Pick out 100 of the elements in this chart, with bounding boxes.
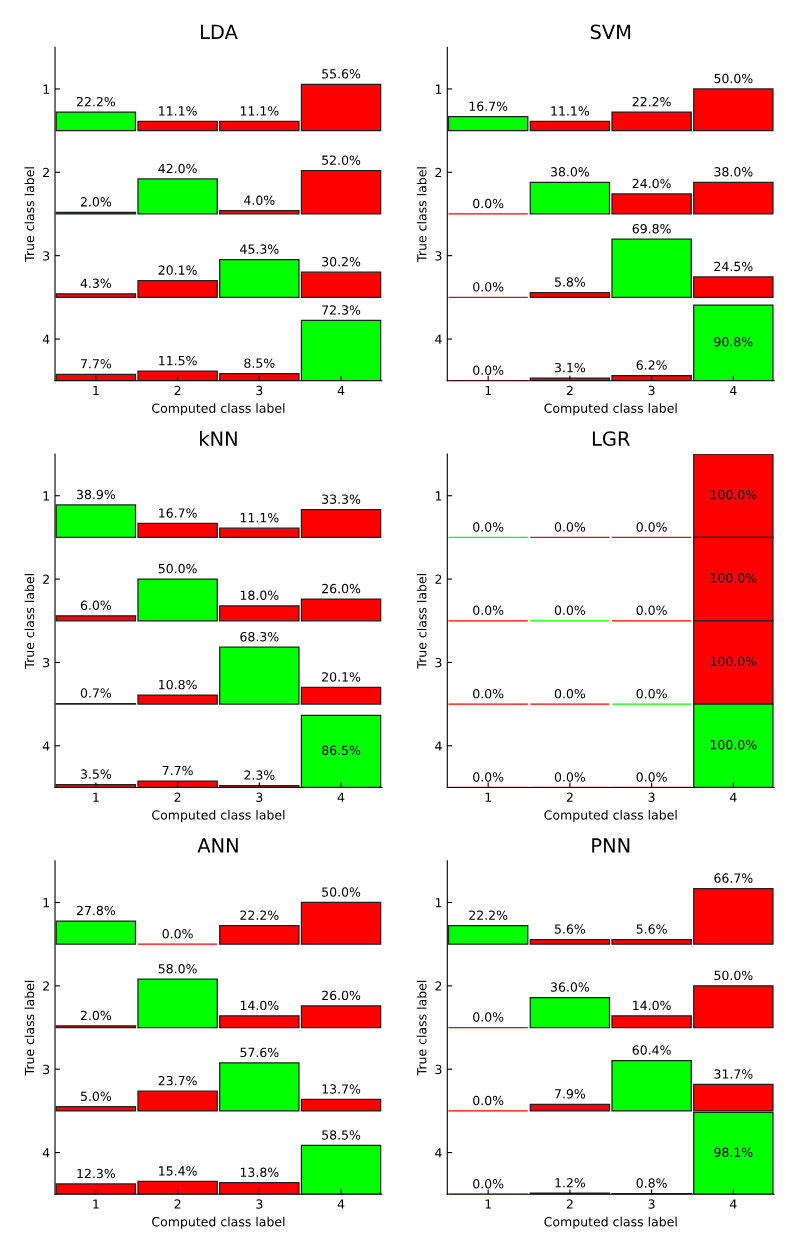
y-tick-label: 2 (43, 167, 49, 178)
annotation: 2.0% (80, 197, 112, 207)
y-tick-label: 2 (43, 574, 49, 584)
annotation: 16.7% (159, 508, 197, 518)
chart-title: kNN (200, 430, 237, 446)
x-axis-title: Computed class label (544, 1216, 677, 1229)
y-tick-label: 4 (435, 334, 442, 344)
y-tick-label: 3 (435, 657, 442, 668)
annotation: 11.1% (240, 106, 279, 116)
annotation: 12.3% (77, 1168, 116, 1179)
chart-title: SVM (590, 24, 631, 40)
chart-title: PNN (592, 838, 630, 853)
y-tick-label: 3 (43, 251, 50, 261)
annotation: 69.8% (632, 223, 671, 234)
annotation: 13.8% (240, 1167, 279, 1177)
y-tick-label: 3 (435, 251, 442, 261)
annotation: 27.8% (76, 905, 116, 916)
y-tick-label: 1 (435, 84, 442, 94)
annotation: 6.0% (80, 600, 112, 610)
annotation: 23.7% (158, 1075, 197, 1086)
annotation: 4.3% (80, 278, 112, 288)
annotation: 0.0% (473, 522, 504, 532)
x-tick-label: 3 (648, 792, 655, 802)
x-tick-label: 2 (566, 385, 573, 396)
y-tick-label: 4 (435, 1148, 442, 1158)
y-tick-label: 1 (43, 898, 49, 908)
annotation: 15.4% (159, 1166, 197, 1176)
annotation: 36.0% (550, 982, 590, 992)
x-tick-label: 4 (337, 1199, 345, 1209)
chart-title: LDA (201, 24, 238, 39)
annotation: 7.7% (162, 765, 193, 776)
annotation: 55.6% (322, 69, 361, 79)
annotation: 30.2% (322, 256, 361, 267)
annotation: 68.3% (240, 631, 279, 642)
annotation: 20.1% (158, 265, 197, 275)
annotation: 0.0% (554, 522, 586, 532)
annotation: 0.0% (554, 605, 586, 615)
x-tick-label: 3 (256, 385, 263, 396)
y-tick-label: 1 (43, 491, 49, 501)
x-tick-label: 1 (93, 792, 99, 802)
annotation: 50.0% (158, 563, 197, 574)
annotation: 33.3% (322, 494, 361, 504)
annotation: 90.8% (714, 337, 753, 347)
x-tick-label: 1 (93, 1199, 99, 1209)
annotation: 14.0% (633, 1000, 671, 1011)
annotation: 22.2% (469, 910, 508, 920)
annotation: 100.0% (710, 573, 757, 583)
annotation: 22.2% (76, 96, 116, 107)
x-tick-label: 2 (566, 1199, 573, 1209)
x-axis-title: Computed class label (544, 403, 677, 416)
annotation: 14.0% (240, 1000, 279, 1011)
annotation: 0.0% (473, 1179, 504, 1189)
y-tick-label: 2 (435, 574, 442, 584)
annotation: 50.0% (714, 970, 753, 981)
annotation: 45.3% (240, 244, 279, 254)
annotation: 22.2% (632, 96, 671, 107)
annotation: 4.0% (244, 195, 275, 205)
x-tick-label: 4 (337, 792, 345, 802)
annotation: 0.0% (473, 688, 504, 699)
annotation: 0.0% (473, 1095, 504, 1106)
y-axis-title: True class label (416, 574, 427, 669)
y-tick-label: 1 (43, 84, 49, 94)
annotation: 0.7% (80, 688, 112, 698)
chart-title: LGR (592, 431, 630, 446)
annotation: 57.6% (240, 1047, 279, 1058)
annotation: 0.0% (473, 198, 504, 209)
annotation: 7.7% (81, 359, 112, 369)
x-tick-label: 2 (174, 1199, 181, 1209)
y-tick-label: 4 (435, 741, 442, 751)
annotation: 5.8% (554, 277, 586, 287)
annotation: 0.0% (636, 688, 667, 699)
annotation: 50.0% (714, 73, 753, 84)
annotation: 0.0% (162, 928, 193, 939)
annotation: 66.7% (714, 873, 753, 883)
annotation: 42.0% (158, 163, 197, 174)
annotation: 6.2% (636, 360, 667, 370)
x-tick-label: 4 (337, 385, 345, 396)
annotation: 11.1% (159, 106, 197, 116)
annotation: 50.0% (322, 887, 361, 897)
annotation: 24.5% (714, 261, 753, 272)
y-tick-label: 3 (43, 1064, 50, 1075)
y-axis-title: True class label (416, 167, 427, 262)
y-tick-label: 2 (435, 981, 442, 991)
annotation: 72.3% (322, 305, 361, 315)
annotation: 0.8% (636, 1178, 667, 1188)
y-axis-title: True class label (24, 167, 35, 262)
annotation: 3.1% (554, 362, 586, 373)
x-tick-label: 2 (174, 385, 181, 396)
annotation: 2.3% (244, 770, 275, 780)
annotation: 11.1% (240, 512, 279, 523)
annotation: 100.0% (710, 739, 757, 750)
y-tick-label: 2 (43, 981, 49, 991)
x-tick-label: 3 (256, 1199, 263, 1209)
x-tick-label: 1 (485, 385, 491, 396)
annotation: 52.0% (322, 155, 361, 165)
annotation: 58.5% (322, 1130, 361, 1140)
x-tick-label: 4 (729, 792, 737, 802)
annotation: 31.7% (714, 1069, 753, 1079)
annotation: 11.1% (551, 106, 590, 116)
annotation: 0.0% (554, 772, 586, 782)
